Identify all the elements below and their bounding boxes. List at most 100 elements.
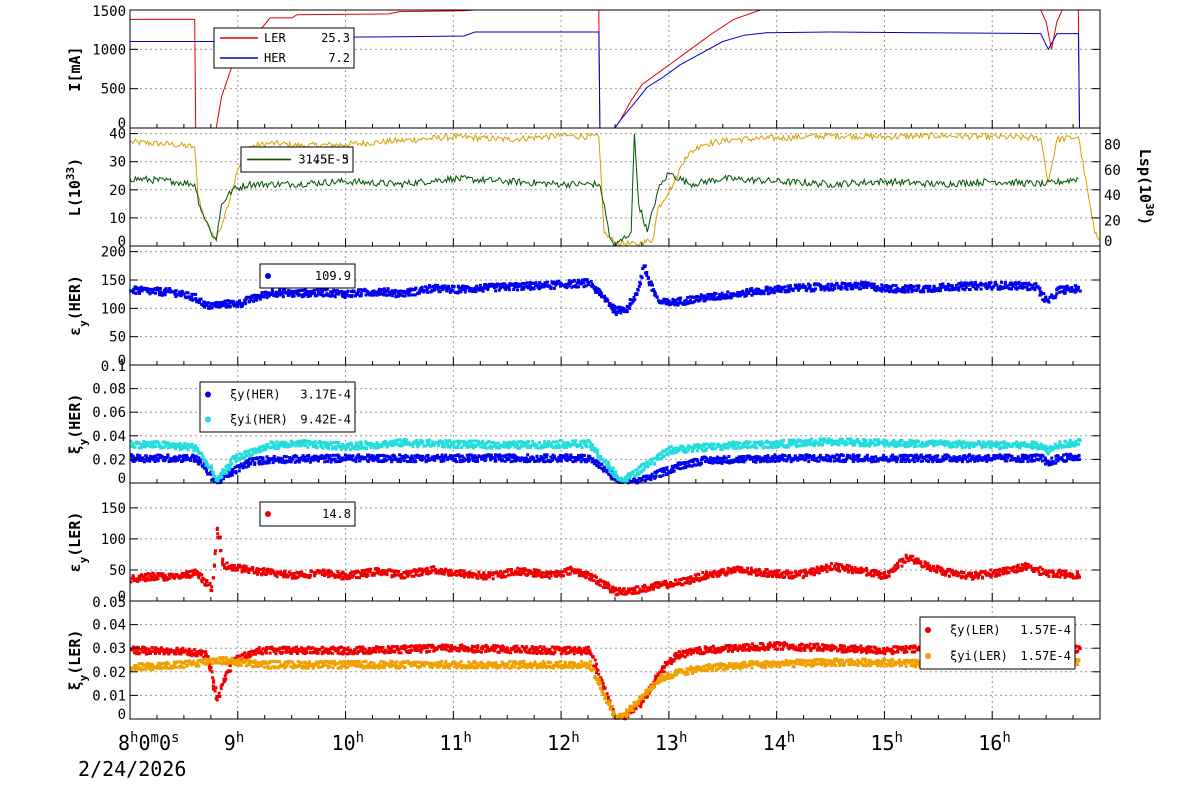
- data-point: [1054, 461, 1058, 465]
- data-point: [904, 460, 908, 464]
- legend-box: [259, 263, 356, 289]
- data-point: [197, 300, 201, 304]
- data-point: [566, 282, 570, 286]
- data-point: [163, 573, 167, 577]
- data-point: [641, 267, 645, 270]
- data-point: [1040, 291, 1044, 295]
- data-point: [660, 457, 664, 461]
- data-point: [433, 286, 437, 290]
- data-point: [1077, 442, 1080, 446]
- data-point: [941, 282, 945, 286]
- data-point: [505, 445, 509, 449]
- data-point: [153, 460, 157, 463]
- data-point: [900, 460, 904, 463]
- data-point: [291, 289, 295, 293]
- data-point: [714, 292, 718, 296]
- data-point: [537, 441, 541, 444]
- data-point: [1026, 283, 1030, 287]
- data-point: [1014, 283, 1018, 287]
- data-point: [462, 287, 466, 291]
- data-point: [936, 458, 940, 462]
- data-point: [334, 289, 337, 293]
- data-point: [708, 297, 712, 301]
- data-point: [724, 456, 728, 460]
- data-point: [637, 472, 641, 476]
- data-point: [568, 279, 572, 283]
- data-point: [262, 460, 266, 464]
- data-point: [1039, 444, 1043, 448]
- data-point: [343, 457, 347, 461]
- data-point: [320, 441, 324, 444]
- data-point: [827, 454, 831, 458]
- data-point: [1051, 448, 1055, 452]
- data-point: [571, 439, 574, 443]
- data-point: [645, 474, 649, 478]
- data-point: [643, 264, 647, 268]
- data-point: [769, 443, 773, 446]
- data-point: [500, 459, 504, 462]
- data-point: [577, 454, 580, 458]
- data-point: [312, 288, 316, 292]
- data-point: [452, 440, 456, 444]
- data-point: [321, 446, 325, 450]
- data-point: [826, 286, 830, 290]
- data-point: [148, 574, 152, 578]
- data-point: [907, 460, 911, 463]
- data-point: [752, 292, 756, 296]
- data-point: [204, 301, 208, 305]
- data-point: [390, 460, 394, 464]
- data-point: [706, 458, 710, 462]
- data-point: [610, 471, 614, 475]
- data-point: [910, 290, 914, 294]
- data-point: [484, 454, 488, 458]
- data-point: [425, 288, 429, 292]
- data-point: [375, 454, 379, 457]
- data-point: [771, 287, 775, 291]
- data-point: [526, 446, 530, 450]
- data-point: [807, 460, 811, 464]
- data-point: [366, 292, 370, 296]
- legend-value: 109.9: [315, 269, 351, 283]
- data-point: [980, 283, 984, 287]
- data-point: [1064, 444, 1068, 448]
- data-point: [484, 285, 488, 289]
- data-point: [678, 462, 682, 466]
- data-point: [916, 439, 920, 443]
- data-point: [142, 575, 145, 579]
- data-point: [687, 448, 691, 452]
- data-point: [567, 284, 571, 288]
- data-point: [922, 442, 925, 446]
- data-point: [333, 457, 337, 461]
- data-point: [750, 293, 754, 297]
- data-point: [814, 287, 817, 291]
- data-point: [358, 459, 362, 463]
- data-point: [961, 460, 964, 464]
- data-point: [1056, 446, 1060, 450]
- data-point: [1054, 444, 1058, 448]
- data-point: [702, 442, 706, 446]
- data-point: [1021, 453, 1025, 457]
- data-point: [498, 446, 502, 450]
- data-point: [289, 289, 293, 293]
- data-point: [665, 466, 669, 470]
- data-point: [436, 287, 440, 291]
- data-point: [227, 471, 231, 475]
- data-point: [1034, 445, 1038, 449]
- data-point: [257, 447, 261, 451]
- data-point: [832, 459, 836, 463]
- data-point: [807, 282, 810, 286]
- data-point: [151, 445, 155, 449]
- data-point: [1023, 285, 1026, 289]
- data-point: [1016, 457, 1020, 461]
- data-point: [695, 449, 699, 453]
- data-point: [357, 453, 361, 457]
- data-point: [534, 281, 538, 285]
- data-point: [866, 457, 870, 461]
- data-point: [872, 282, 876, 286]
- data-point: [787, 289, 791, 293]
- data-point: [712, 294, 716, 298]
- data-point: [666, 452, 670, 456]
- y-right-tick-label: 40: [1104, 188, 1121, 204]
- data-point: [214, 305, 218, 308]
- data-point: [847, 437, 851, 441]
